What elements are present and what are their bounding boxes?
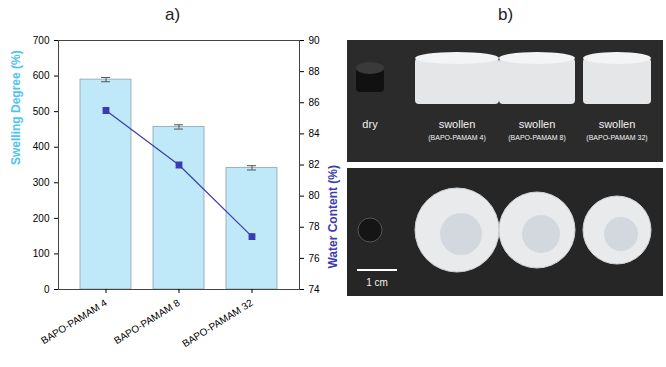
svg-text:400: 400 — [33, 141, 50, 152]
svg-text:700: 700 — [33, 35, 50, 46]
svg-text:600: 600 — [33, 70, 50, 81]
svg-text:BAPO-PAMAM 32: BAPO-PAMAM 32 — [180, 297, 255, 349]
svg-text:BAPO-PAMAM 4: BAPO-PAMAM 4 — [39, 297, 109, 347]
svg-text:swollen: swollen — [439, 118, 476, 130]
svg-text:Water Content (%): Water Content (%) — [326, 165, 340, 269]
svg-text:(BAPO-PAMAM 8): (BAPO-PAMAM 8) — [508, 134, 565, 142]
svg-text:300: 300 — [33, 177, 50, 188]
svg-text:88: 88 — [309, 66, 321, 77]
svg-text:BAPO-PAMAM 8: BAPO-PAMAM 8 — [112, 297, 182, 347]
svg-text:200: 200 — [33, 213, 50, 224]
svg-text:(BAPO-PAMAM 32): (BAPO-PAMAM 32) — [586, 134, 647, 142]
svg-text:100: 100 — [33, 248, 50, 259]
svg-text:dry: dry — [362, 118, 378, 130]
svg-text:84: 84 — [309, 128, 321, 139]
svg-text:86: 86 — [309, 97, 321, 108]
html-text:b): b) — [497, 5, 514, 24]
svg-text:78: 78 — [309, 221, 321, 232]
svg-text:80: 80 — [309, 190, 321, 201]
svg-text:(BAPO-PAMAM 4): (BAPO-PAMAM 4) — [428, 134, 485, 142]
svg-text:Swelling Degree (%): Swelling Degree (%) — [9, 50, 23, 165]
svg-text:74: 74 — [309, 284, 321, 295]
svg-text:76: 76 — [309, 253, 321, 264]
svg-text:90: 90 — [309, 35, 321, 46]
svg-text:1 cm: 1 cm — [366, 277, 388, 288]
svg-text:0: 0 — [44, 284, 50, 295]
svg-text:82: 82 — [309, 159, 321, 170]
svg-text:swollen: swollen — [599, 118, 636, 130]
html-text:a): a) — [164, 5, 181, 24]
svg-text:500: 500 — [33, 106, 50, 117]
svg-text:swollen: swollen — [519, 118, 556, 130]
